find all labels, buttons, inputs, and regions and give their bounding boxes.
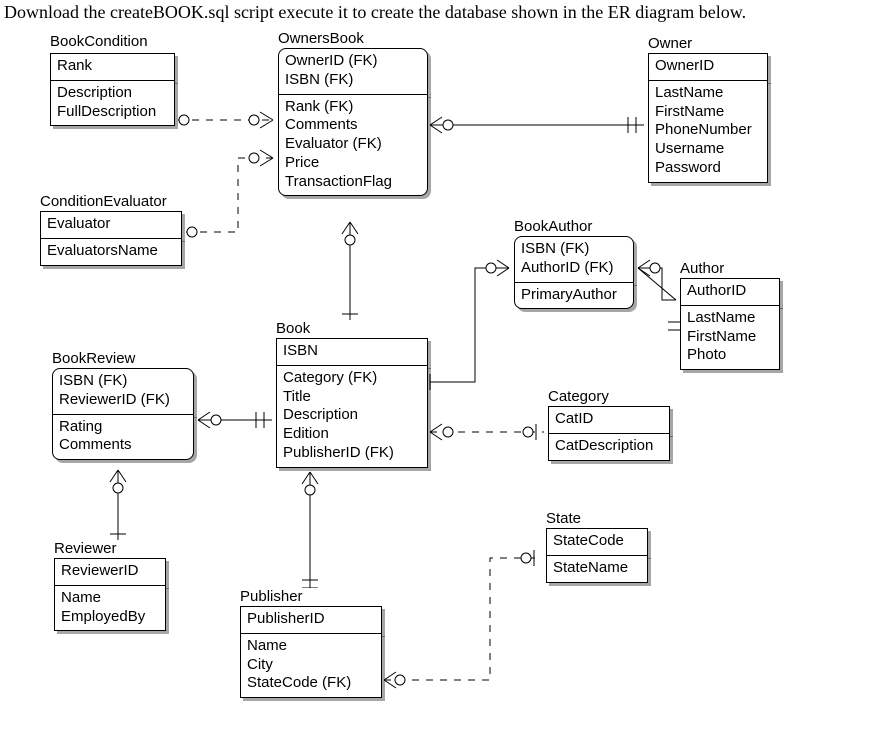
attr: Name [61, 589, 159, 608]
attr: StateCode (FK) [247, 674, 375, 693]
attr: Title [283, 388, 421, 407]
pk-box: StateCode [546, 528, 648, 556]
pk-box: OwnerID [648, 53, 768, 81]
entity-title: OwnersBook [278, 30, 364, 47]
pk-box: ISBN [276, 338, 428, 366]
attr: StateName [553, 559, 641, 578]
pk-box: ISBN (FK) AuthorID (FK) [514, 236, 634, 283]
attr-box: Description FullDescription [50, 80, 175, 127]
attr-box: CatDescription [548, 433, 670, 461]
entity-title: Publisher [240, 588, 303, 605]
attr: CatDescription [555, 437, 663, 456]
entity-title: Owner [648, 35, 692, 52]
attr: Category (FK) [283, 369, 421, 388]
entity-state: State StateCode StateName [546, 510, 648, 583]
entity-category: Category CatID CatDescription [548, 388, 670, 461]
attr: FullDescription [57, 103, 168, 122]
attr: ReviewerID (FK) [59, 391, 187, 410]
er-diagram-canvas: Download the createBOOK.sql script execu… [0, 0, 869, 751]
attr: Photo [687, 346, 773, 365]
attr: OwnerID (FK) [285, 52, 421, 71]
attr: Description [283, 406, 421, 425]
attr-box: LastName FirstName PhoneNumber Username … [648, 80, 768, 183]
entity-reviewer: Reviewer ReviewerID Name EmployedBy [54, 540, 166, 631]
attr: ISBN (FK) [285, 71, 421, 90]
entity-bookauthor: BookAuthor ISBN (FK) AuthorID (FK) Prima… [514, 218, 634, 309]
pk-box: AuthorID [680, 278, 780, 306]
attr: Password [655, 159, 761, 178]
pk-box: OwnerID (FK) ISBN (FK) [278, 48, 428, 95]
attr: Edition [283, 425, 421, 444]
attr: FirstName [687, 328, 773, 347]
attr: AuthorID (FK) [521, 259, 627, 278]
attr: LastName [687, 309, 773, 328]
entity-book: Book ISBN Category (FK) Title Descriptio… [276, 320, 428, 468]
pk-box: PublisherID [240, 606, 382, 634]
entity-author: Author AuthorID LastName FirstName Photo [680, 260, 780, 370]
entity-title: BookAuthor [514, 218, 592, 235]
attr: EvaluatorsName [47, 242, 175, 261]
attr: Evaluator [47, 215, 175, 234]
pk-box: ReviewerID [54, 558, 166, 586]
attr: Comments [285, 116, 421, 135]
attr-box: PrimaryAuthor [514, 282, 634, 310]
attr: Description [57, 84, 168, 103]
attr: AuthorID [687, 282, 773, 301]
entity-title: Category [548, 388, 609, 405]
entity-title: State [546, 510, 581, 527]
attr-box: EvaluatorsName [40, 238, 182, 266]
attr: ISBN (FK) [521, 240, 627, 259]
attr: Username [655, 140, 761, 159]
attr-box: Rank (FK) Comments Evaluator (FK) Price … [278, 94, 428, 197]
attr-box: Name City StateCode (FK) [240, 633, 382, 698]
attr: TransactionFlag [285, 173, 421, 192]
attr: ISBN (FK) [59, 372, 187, 391]
entity-owner: Owner OwnerID LastName FirstName PhoneNu… [648, 35, 768, 183]
entity-title: Author [680, 260, 724, 277]
attr: OwnerID [655, 57, 761, 76]
pk-box: CatID [548, 406, 670, 434]
attr: PrimaryAuthor [521, 286, 627, 305]
attr-box: Rating Comments [52, 414, 194, 461]
pk-box: Evaluator [40, 211, 182, 239]
attr-box: Name EmployedBy [54, 585, 166, 632]
entity-bookcondition: BookCondition Rank Description FullDescr… [50, 35, 175, 126]
attr: Name [247, 637, 375, 656]
entity-ownersbook: OwnersBook OwnerID (FK) ISBN (FK) Rank (… [278, 30, 428, 196]
attr: Comments [59, 436, 187, 455]
entity-conditionevaluator: ConditionEvaluator Evaluator EvaluatorsN… [40, 193, 182, 266]
attr-box: StateName [546, 555, 648, 583]
attr: StateCode [553, 532, 641, 551]
attr: FirstName [655, 103, 761, 122]
instruction-text: Download the createBOOK.sql script execu… [4, 2, 746, 23]
entity-title: Book [276, 320, 310, 337]
attr: ISBN [283, 342, 421, 361]
attr: Evaluator (FK) [285, 135, 421, 154]
attr: LastName [655, 84, 761, 103]
entity-title: BookReview [52, 350, 135, 367]
attr-box: Category (FK) Title Description Edition … [276, 365, 428, 468]
entity-bookreview: BookReview ISBN (FK) ReviewerID (FK) Rat… [52, 350, 194, 460]
entity-publisher: Publisher PublisherID Name City StateCod… [240, 588, 382, 698]
attr: Rank [57, 57, 168, 76]
attr: Rank (FK) [285, 98, 421, 117]
attr: PublisherID (FK) [283, 444, 421, 463]
entity-title: ConditionEvaluator [40, 193, 167, 210]
attr: PublisherID [247, 610, 375, 629]
attr: EmployedBy [61, 608, 159, 627]
attr: PhoneNumber [655, 121, 761, 140]
attr: CatID [555, 410, 663, 429]
attr-box: LastName FirstName Photo [680, 305, 780, 370]
pk-box: Rank [50, 53, 175, 81]
attr: ReviewerID [61, 562, 159, 581]
entity-title: Reviewer [54, 540, 117, 557]
pk-box: ISBN (FK) ReviewerID (FK) [52, 368, 194, 415]
attr: Rating [59, 418, 187, 437]
attr: City [247, 656, 375, 675]
attr: Price [285, 154, 421, 173]
entity-title: BookCondition [50, 33, 148, 50]
